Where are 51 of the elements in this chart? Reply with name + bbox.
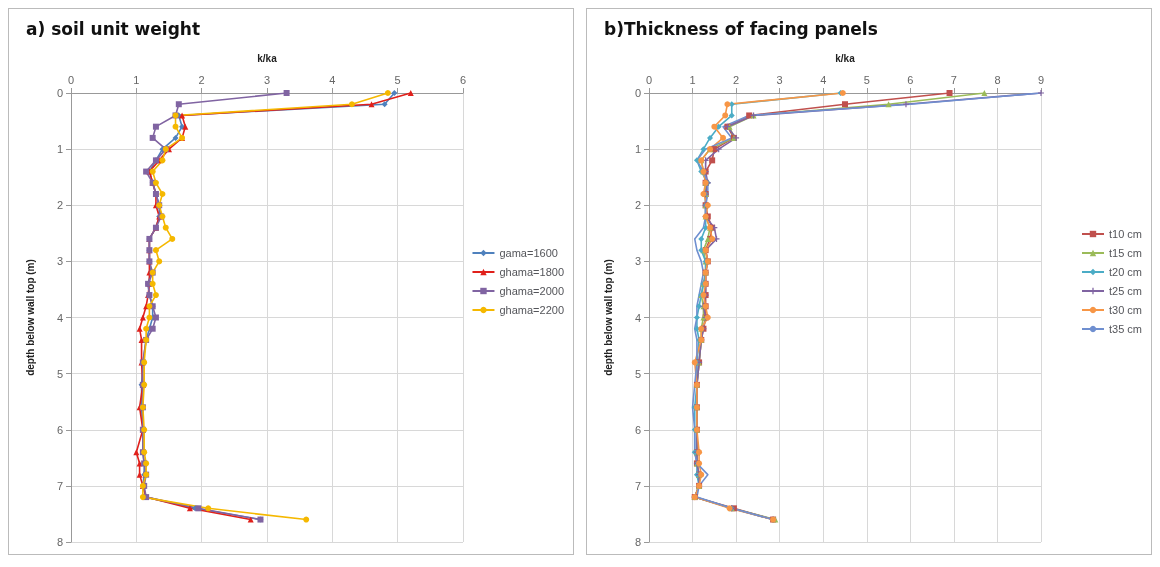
y-tick-label: 1 bbox=[634, 143, 641, 156]
y-tick-label: 2 bbox=[56, 199, 63, 212]
x-tick-label: 7 bbox=[950, 73, 957, 86]
x-tick-label: 3 bbox=[776, 73, 783, 86]
chart-title: a) soil unit weight bbox=[26, 18, 201, 39]
chart-title: b)Thickness of facing panels bbox=[604, 18, 878, 39]
x-tick-label: 8 bbox=[994, 73, 1001, 86]
y-tick-label: 0 bbox=[56, 87, 63, 99]
legend-label: t35 cm bbox=[1108, 323, 1142, 335]
x-tick-label: 4 bbox=[329, 73, 336, 86]
x-tick-label: 2 bbox=[198, 73, 205, 86]
y-tick-label: 7 bbox=[634, 479, 641, 492]
y-axis-title: depth below wall top (m) bbox=[24, 259, 36, 376]
y-axis-title: depth below wall top (m) bbox=[602, 259, 614, 376]
y-tick-label: 0 bbox=[634, 87, 641, 99]
y-tick-label: 5 bbox=[56, 367, 63, 380]
y-tick-label: 2 bbox=[634, 199, 641, 212]
x-axis-title: k/ka bbox=[257, 52, 278, 64]
y-tick-label: 1 bbox=[56, 143, 63, 156]
x-tick-label: 0 bbox=[67, 73, 75, 86]
y-tick-label: 4 bbox=[56, 311, 63, 324]
x-tick-label: 1 bbox=[689, 73, 696, 86]
legend-label: gama=1600 bbox=[499, 247, 558, 259]
y-tick-label: 5 bbox=[634, 367, 641, 380]
legend-label: ghama=2000 bbox=[499, 285, 564, 297]
x-tick-label: 5 bbox=[394, 73, 401, 86]
legend-label: t10 cm bbox=[1108, 228, 1142, 240]
x-tick-label: 9 bbox=[1037, 73, 1045, 86]
x-tick-label: 3 bbox=[263, 73, 271, 86]
y-tick-label: 8 bbox=[634, 536, 641, 548]
x-tick-label: 0 bbox=[645, 73, 653, 86]
y-tick-label: 6 bbox=[56, 423, 63, 436]
legend-label: ghama=2200 bbox=[499, 304, 564, 316]
x-tick-label: 4 bbox=[820, 73, 827, 86]
legend-label: ghama=1800 bbox=[499, 266, 564, 278]
y-tick-label: 8 bbox=[56, 536, 63, 548]
x-tick-label: 5 bbox=[863, 73, 870, 86]
y-tick-label: 3 bbox=[56, 255, 63, 268]
x-tick-label: 1 bbox=[133, 73, 140, 86]
legend-label: t30 cm bbox=[1108, 304, 1142, 316]
legend-label: t20 cm bbox=[1108, 266, 1142, 278]
y-tick-label: 3 bbox=[634, 255, 641, 268]
x-tick-label: 2 bbox=[733, 73, 740, 86]
x-tick-label: 6 bbox=[459, 73, 467, 86]
legend-label: t25 cm bbox=[1108, 285, 1142, 297]
x-axis-title: k/ka bbox=[835, 52, 856, 64]
y-tick-label: 4 bbox=[634, 311, 641, 324]
y-tick-label: 6 bbox=[634, 423, 641, 436]
x-tick-label: 6 bbox=[907, 73, 914, 86]
y-tick-label: 7 bbox=[56, 479, 63, 492]
legend-label: t15 cm bbox=[1108, 247, 1142, 259]
